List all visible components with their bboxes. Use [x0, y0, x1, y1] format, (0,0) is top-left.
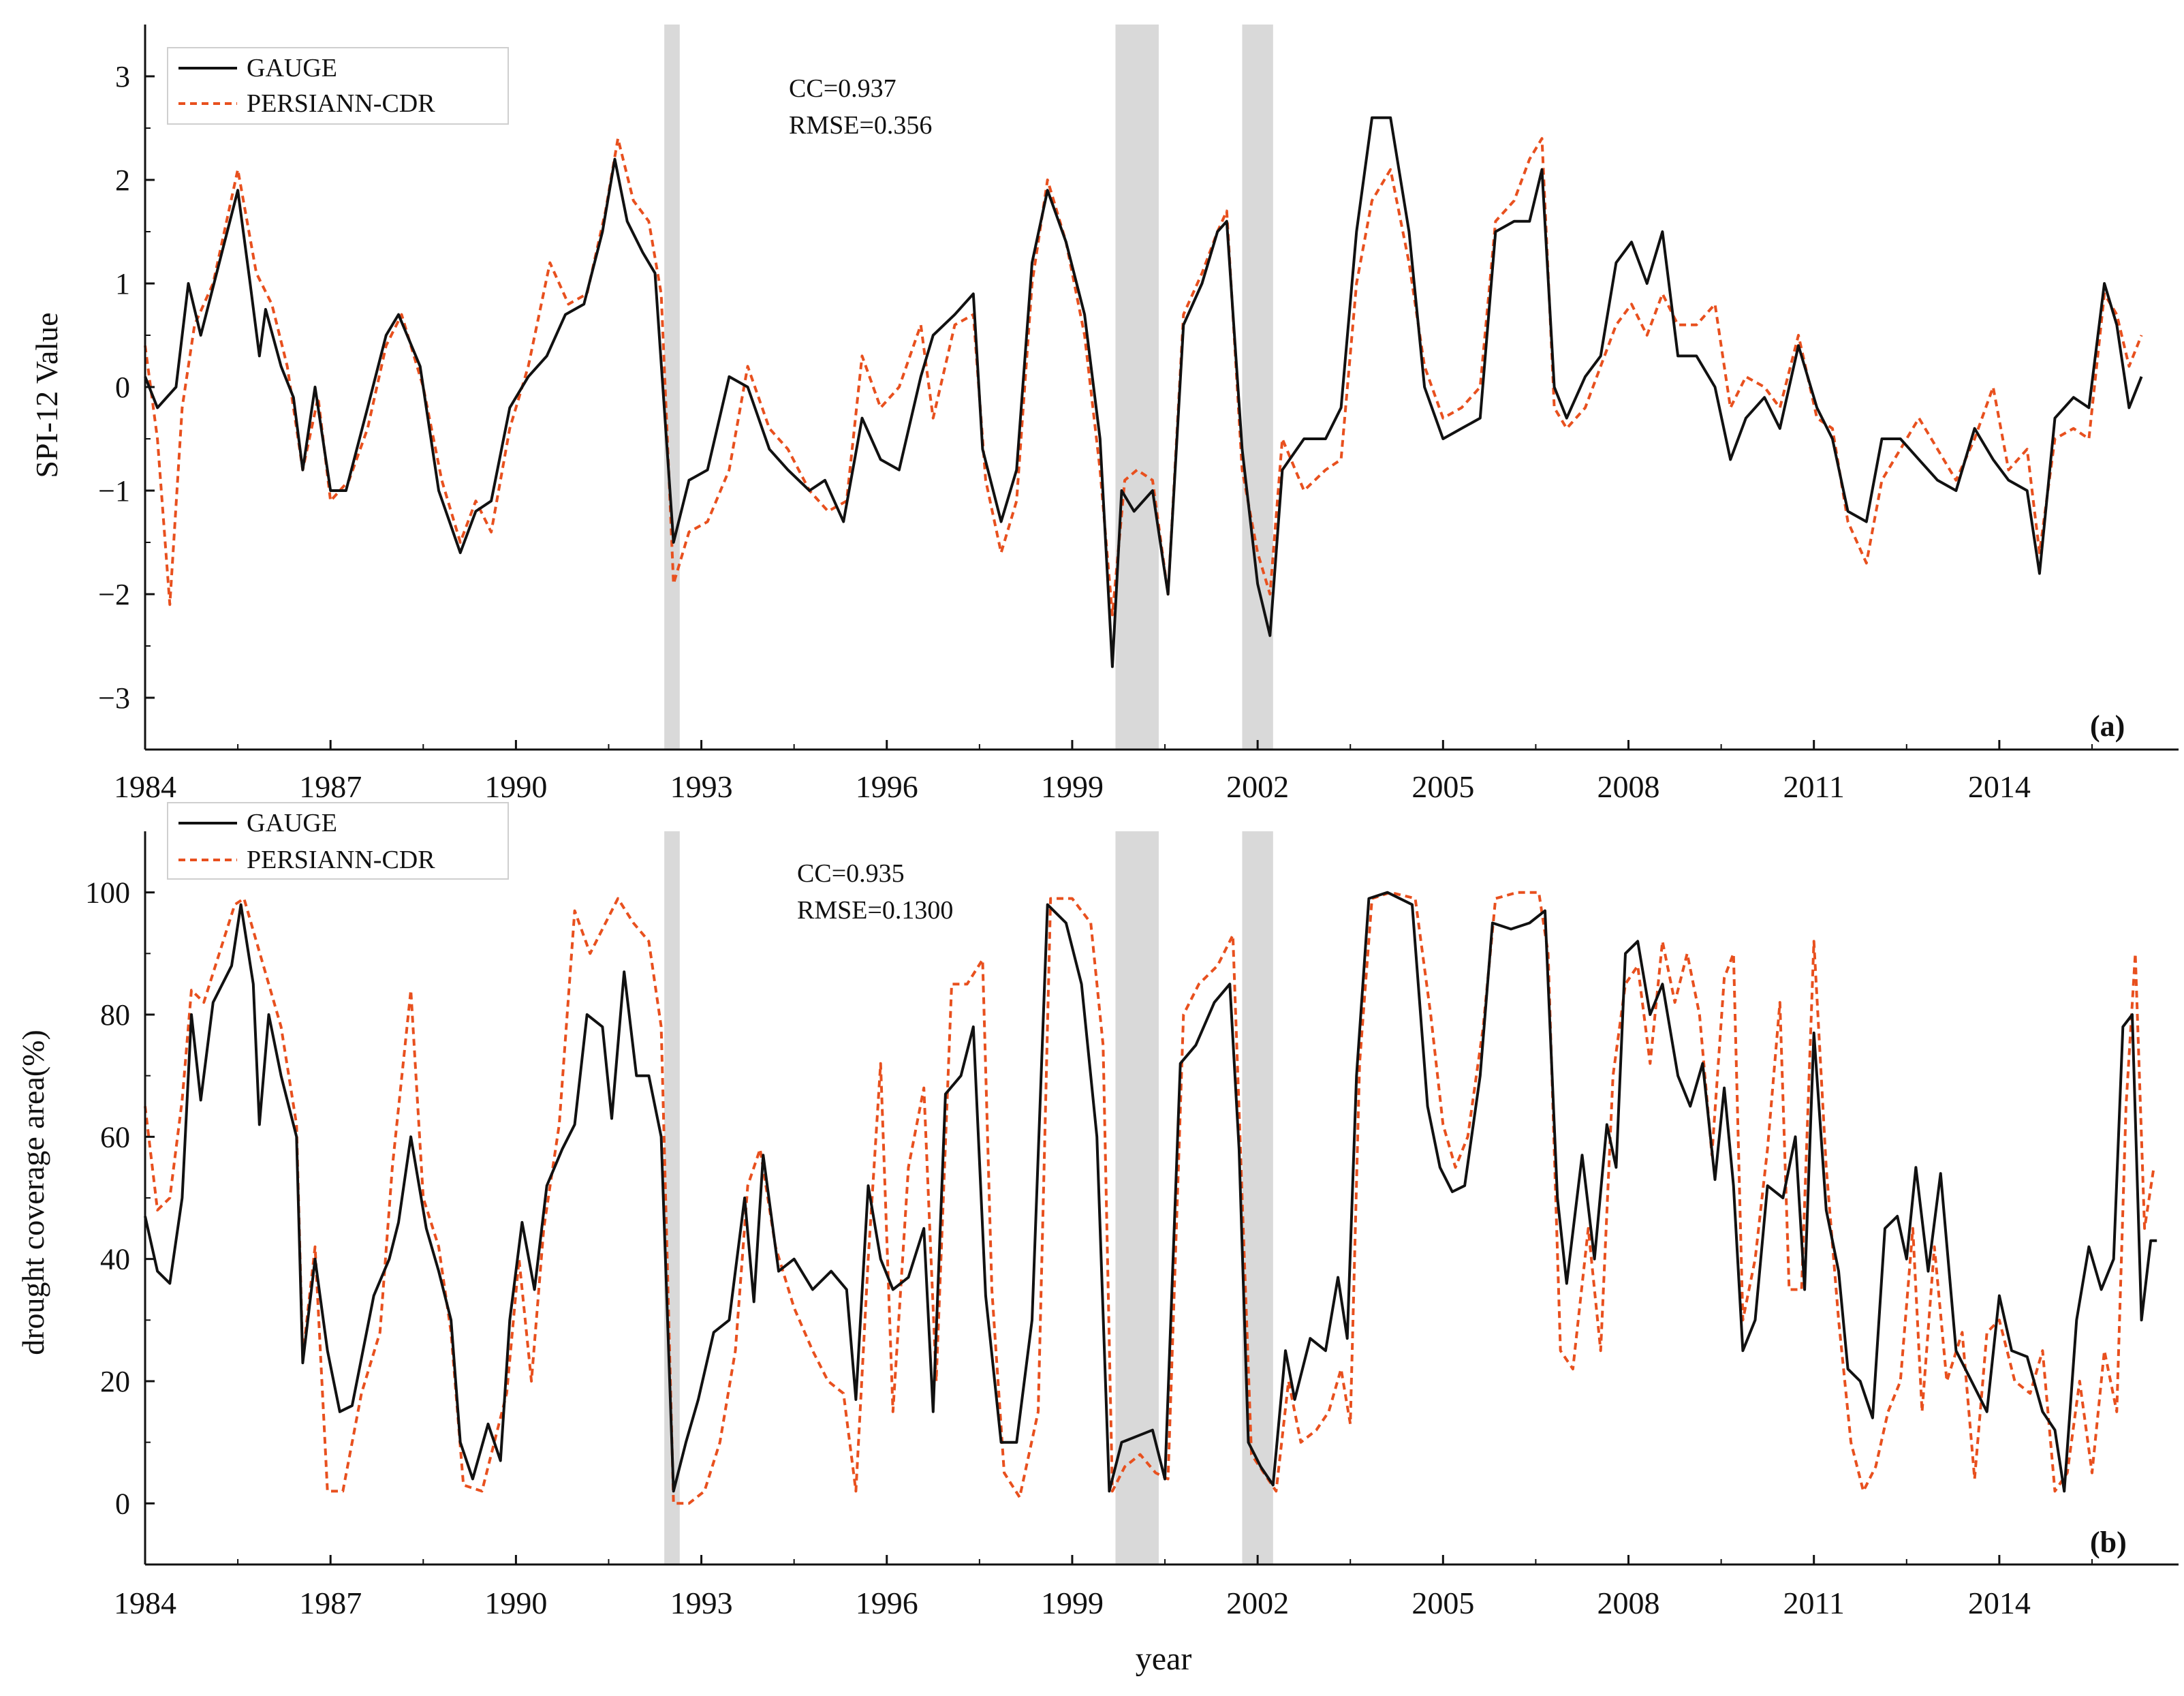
- y-tick-label: 40: [100, 1243, 130, 1276]
- series-line-gauge: [144, 116, 2143, 668]
- y-tick-label: −1: [98, 474, 130, 508]
- shaded-period-3: [1242, 831, 1273, 1564]
- x-tick-label: 2005: [1411, 769, 1474, 804]
- panel-b-legend: GAUGE PERSIANN-CDR: [167, 802, 509, 880]
- stat-rmse: RMSE=0.356: [789, 111, 932, 140]
- series-line-gauge: [144, 891, 2157, 1493]
- y-axis-label: SPI-12 Value: [29, 312, 64, 478]
- y-tick-label: 1: [115, 267, 130, 300]
- legend-gauge-label: GAUGE: [247, 809, 337, 837]
- x-tick-label: 1993: [670, 769, 733, 804]
- panel-a-spi12: 3 2 1 0 −1 −2 −3 1984 1987 1990 1993 1996 1999 2002 20…: [29, 25, 2179, 804]
- shaded-period-3: [1242, 25, 1273, 750]
- x-tick-label: 1996: [856, 769, 918, 804]
- x-tick-label: 1987: [299, 769, 362, 804]
- legend-persiann-label: PERSIANN-CDR: [247, 846, 435, 874]
- x-tick-label: 1984: [114, 769, 176, 804]
- x-axis-label: year: [1136, 1641, 1192, 1677]
- panel-a-shaded-periods: [664, 25, 1273, 750]
- shaded-period-2: [1115, 831, 1159, 1564]
- y-axis-label: drought coverage area(%): [16, 1030, 50, 1355]
- shaded-period-1: [664, 831, 680, 1564]
- y-tick-label: −2: [98, 578, 130, 611]
- panel-a-axes: 3 2 1 0 −1 −2 −3 1984 1987 1990 1993 1996 1999 2002 20…: [98, 25, 2179, 804]
- x-tick-label: 2002: [1226, 1586, 1289, 1620]
- y-tick-label: 100: [85, 876, 130, 910]
- panel-a-legend: GAUGE PERSIANN-CDR: [167, 47, 509, 125]
- x-tick-label: 1996: [856, 1586, 918, 1620]
- x-tick-label: 1987: [299, 1586, 362, 1620]
- legend-box: [167, 47, 509, 125]
- x-tick-label: 1999: [1041, 1586, 1104, 1620]
- y-tick-label: 2: [115, 164, 130, 197]
- y-tick-label: 80: [100, 998, 130, 1032]
- series-line-persiann: [144, 891, 2155, 1505]
- shaded-period-1: [664, 25, 680, 750]
- legend-box: [167, 802, 509, 880]
- x-tick-label: 2014: [1968, 1586, 2031, 1620]
- x-tick-label: 2008: [1597, 769, 1660, 804]
- panel-b-series-lines: [144, 891, 2157, 1505]
- panel-label: (a): [2090, 709, 2125, 743]
- x-tick-label: 1990: [484, 769, 547, 804]
- y-tick-label: 60: [100, 1120, 130, 1154]
- x-tick-label: 2011: [1783, 1586, 1845, 1620]
- panel-b-drought-coverage: 100 80 60 40 20 0 1984 1987 1990 1993 1996 1999 2002…: [16, 802, 2179, 1620]
- y-tick-label: −3: [98, 681, 130, 715]
- shaded-period-2: [1115, 25, 1159, 750]
- y-tick-label: 20: [100, 1365, 130, 1398]
- y-tick-label: 0: [115, 371, 130, 404]
- x-tick-label: 1990: [484, 1586, 547, 1620]
- stat-cc: CC=0.935: [797, 859, 905, 888]
- y-tick-label: 3: [115, 60, 130, 93]
- panel-a-series-lines: [144, 116, 2143, 668]
- x-tick-label: 2005: [1411, 1586, 1474, 1620]
- y-tick-label: 0: [115, 1487, 130, 1520]
- x-tick-label: 2002: [1226, 769, 1289, 804]
- legend-gauge-label: GAUGE: [247, 54, 337, 82]
- legend-persiann-label: PERSIANN-CDR: [247, 89, 435, 118]
- x-tick-label: 2008: [1597, 1586, 1660, 1620]
- stat-cc: CC=0.937: [789, 74, 896, 103]
- x-tick-label: 2014: [1968, 769, 2031, 804]
- panel-b-shaded-periods: [664, 831, 1273, 1564]
- x-tick-label: 2011: [1783, 769, 1845, 804]
- panel-label: (b): [2090, 1526, 2127, 1559]
- stat-rmse: RMSE=0.1300: [797, 896, 953, 925]
- x-tick-label: 1999: [1041, 769, 1104, 804]
- x-tick-label: 1993: [670, 1586, 733, 1620]
- panel-b-axes: 100 80 60 40 20 0 1984 1987 1990 1993 1996 1999 2002…: [85, 831, 2179, 1620]
- x-tick-label: 1984: [114, 1586, 176, 1620]
